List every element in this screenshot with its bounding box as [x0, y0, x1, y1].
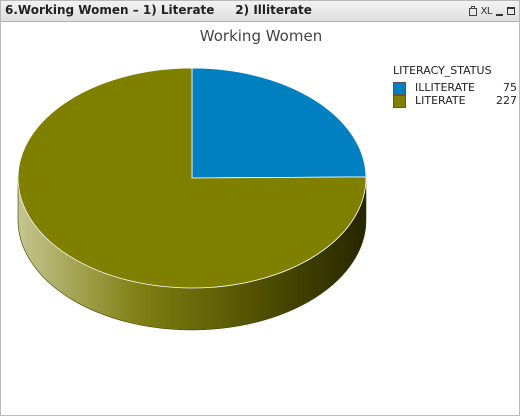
legend-label-illiterate: ILLITERATE	[415, 81, 475, 94]
legend-title: LITERACY_STATUS	[393, 64, 492, 77]
window-title: 6.Working Women – 1) Literate 2) Illiter…	[5, 3, 312, 17]
legend-item-literate[interactable]: LITERATE 227	[393, 94, 520, 108]
caption-tools: XL	[468, 3, 515, 19]
legend-value-literate: 227	[496, 94, 517, 107]
maximize-icon[interactable]	[507, 7, 515, 15]
chart-title: Working Women	[199, 27, 323, 45]
pie-chart	[17, 67, 367, 331]
pie-slice-literate	[17, 67, 367, 289]
window-caption-bar: 6.Working Women – 1) Literate 2) Illiter…	[1, 1, 519, 22]
legend-swatch-literate	[393, 95, 406, 108]
legend-label-literate: LITERATE	[415, 94, 466, 107]
xl-export-icon[interactable]: XL	[480, 5, 493, 17]
legend: LITERACY_STATUS ILLITERATE 75 LITERATE 2…	[393, 64, 520, 108]
legend-item-illiterate[interactable]: ILLITERATE 75	[393, 81, 520, 95]
legend-value-illiterate: 75	[503, 81, 517, 94]
print-icon[interactable]	[468, 6, 477, 16]
minimize-icon[interactable]	[496, 13, 503, 16]
pie-slice-illiterate	[191, 67, 367, 179]
legend-swatch-illiterate	[393, 82, 406, 95]
